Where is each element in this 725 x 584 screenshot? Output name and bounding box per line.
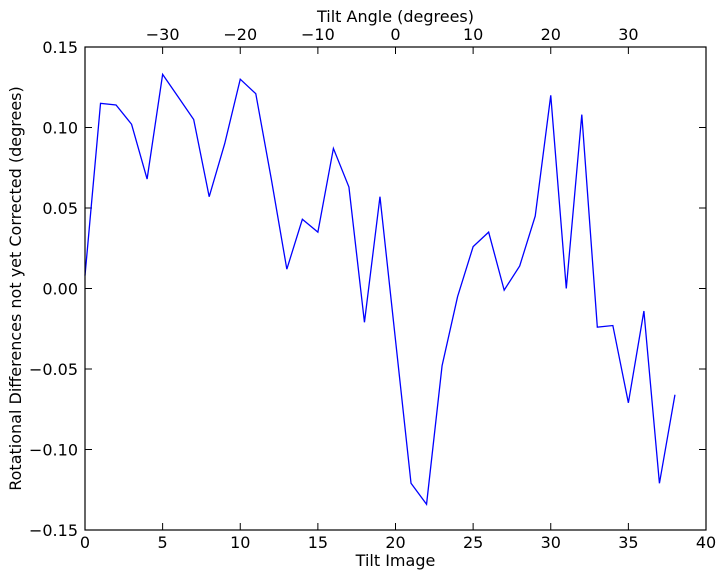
y-tick-label: 0.00 xyxy=(42,280,78,299)
top-x-axis-label: Tilt Angle (degrees) xyxy=(316,7,474,26)
x-tick-label: 35 xyxy=(618,533,638,552)
tick-labels-layer: 0 5 10 15 20 25 30 35 40 −0.15 −0.10 −0.05 0.00 0.05 0… xyxy=(29,25,716,552)
y-tick-label: 0.10 xyxy=(42,119,78,138)
y-tick-label: 0.15 xyxy=(42,38,78,57)
top-x-tick-label: 20 xyxy=(541,25,561,44)
x-tick-label: 5 xyxy=(158,533,168,552)
ticks-layer xyxy=(84,46,707,531)
top-x-tick-label: 0 xyxy=(390,25,400,44)
y-tick-label: 0.05 xyxy=(42,199,78,218)
top-x-tick-label: 30 xyxy=(618,25,638,44)
y-tick-label: −0.10 xyxy=(29,441,78,460)
x-tick-label: 15 xyxy=(308,533,328,552)
x-tick-label: 20 xyxy=(385,533,405,552)
top-x-tick-label: 10 xyxy=(463,25,483,44)
plot-frame xyxy=(84,46,707,531)
x-tick-label: 25 xyxy=(463,533,483,552)
series-line xyxy=(84,72,676,506)
x-axis-label: Tilt Image xyxy=(355,551,436,570)
y-tick-label: −0.15 xyxy=(29,521,78,540)
x-tick-label: 30 xyxy=(541,533,561,552)
top-x-tick-label: −30 xyxy=(146,25,180,44)
top-x-tick-label: −20 xyxy=(223,25,257,44)
x-tick-label: 40 xyxy=(696,533,716,552)
y-axis-label: Rotational Differences not yet Corrected… xyxy=(6,86,25,491)
top-x-tick-label: −10 xyxy=(301,25,335,44)
x-tick-label: 0 xyxy=(80,533,90,552)
y-tick-label: −0.05 xyxy=(29,360,78,379)
x-tick-label: 10 xyxy=(230,533,250,552)
